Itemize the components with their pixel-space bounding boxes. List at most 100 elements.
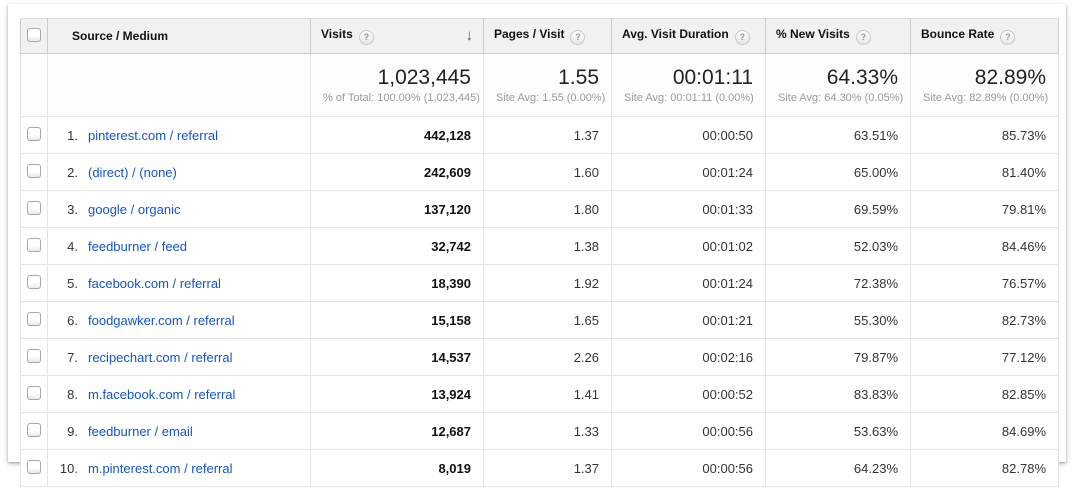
row-checkbox[interactable] [27, 422, 41, 437]
pct-new-visits-cell: 55.30% [765, 301, 911, 339]
row-checkbox-cell[interactable] [20, 153, 48, 191]
row-checkbox-cell[interactable] [20, 449, 48, 487]
col-header-avg-visit-duration[interactable]: Avg. Visit Duration? [611, 18, 766, 54]
help-icon[interactable]: ? [570, 30, 586, 45]
row-rank: 7. [67, 349, 78, 365]
row-checkbox[interactable] [27, 348, 41, 363]
row-rank: 4. [67, 238, 78, 254]
pct-new-visits-cell: 64.23% [765, 449, 911, 487]
table-row: 8. m.facebook.com / referral 13,924 1.41 … [20, 375, 1059, 413]
bounce-rate-cell: 82.78% [910, 449, 1059, 487]
row-checkbox[interactable] [27, 200, 41, 215]
summary-duration-subtext: Site Avg: 00:01:11 (0.00%) [624, 92, 754, 104]
bounce-rate-cell: 82.73% [910, 301, 1059, 339]
row-checkbox-cell[interactable] [20, 301, 48, 339]
pct-new-visits-cell: 63.51% [765, 116, 911, 154]
summary-pages-value: 1.55 [558, 66, 599, 89]
table-row: 4. feedburner / feed 32,742 1.38 00:01:02… [20, 227, 1059, 265]
row-checkbox-cell[interactable] [20, 412, 48, 450]
row-rank: 5. [67, 275, 78, 291]
pages-per-visit-cell: 1.80 [483, 190, 612, 228]
row-checkbox-cell[interactable] [20, 116, 48, 154]
source-medium-link[interactable]: feedburner / feed [88, 238, 188, 254]
pages-per-visit-cell: 2.26 [483, 338, 612, 376]
row-checkbox[interactable] [27, 163, 41, 178]
row-checkbox[interactable] [27, 274, 41, 289]
table-row: 9. feedburner / email 12,687 1.33 00:00:5… [20, 412, 1059, 450]
row-checkbox[interactable] [27, 459, 41, 474]
pct-new-visits-cell: 65.00% [765, 153, 911, 191]
visits-cell: 137,120 [310, 190, 484, 228]
select-all-cell[interactable] [20, 18, 48, 54]
source-medium-link[interactable]: foodgawker.com / referral [88, 312, 235, 328]
source-medium-link[interactable]: facebook.com / referral [88, 275, 221, 291]
row-checkbox[interactable] [27, 385, 41, 400]
col-header-visits[interactable]: Visits? ↓ [310, 18, 484, 54]
source-medium-cell: 7. recipechart.com / referral [47, 338, 311, 376]
summary-visits-subtext: % of Total: 100.00% (1,023,445) [323, 92, 480, 104]
summary-bounce-cell: 82.89% Site Avg: 82.89% (0.00%) [910, 53, 1059, 117]
visits-cell: 8,019 [310, 449, 484, 487]
pages-per-visit-cell: 1.60 [483, 153, 612, 191]
pct-new-visits-cell: 83.83% [765, 375, 911, 413]
avg-visit-duration-cell: 00:01:21 [611, 301, 766, 339]
bounce-rate-cell: 77.12% [910, 338, 1059, 376]
col-header-pct-new-visits[interactable]: % New Visits? [765, 18, 911, 54]
summary-new-visits-subtext: Site Avg: 64.30% (0.05%) [778, 92, 904, 104]
row-rank: 9. [67, 423, 78, 439]
source-medium-cell: 8. m.facebook.com / referral [47, 375, 311, 413]
source-medium-cell: 9. feedburner / email [47, 412, 311, 450]
row-checkbox-cell[interactable] [20, 227, 48, 265]
source-medium-cell: 5. facebook.com / referral [47, 264, 311, 302]
table-row: 5. facebook.com / referral 18,390 1.92 00… [20, 264, 1059, 302]
summary-bounce-value: 82.89% [974, 66, 1046, 89]
source-medium-link[interactable]: google / organic [88, 201, 181, 217]
row-rank: 2. [67, 164, 78, 180]
pct-new-visits-cell: 69.59% [765, 190, 911, 228]
avg-visit-duration-cell: 00:00:56 [611, 412, 766, 450]
col-header-pages-per-visit[interactable]: Pages / Visit? [483, 18, 612, 54]
source-medium-link[interactable]: m.facebook.com / referral [88, 386, 236, 402]
row-checkbox[interactable] [27, 126, 41, 141]
col-label-avg-visit-duration: Avg. Visit Duration [622, 27, 729, 41]
source-medium-link[interactable]: pinterest.com / referral [88, 127, 219, 143]
source-medium-cell: 3. google / organic [47, 190, 311, 228]
select-all-checkbox[interactable] [27, 27, 41, 42]
table-row: 10. m.pinterest.com / referral 8,019 1.37… [20, 449, 1059, 487]
row-checkbox[interactable] [27, 237, 41, 252]
help-icon[interactable]: ? [1000, 30, 1016, 45]
summary-empty-cell [20, 53, 48, 117]
bounce-rate-cell: 84.46% [910, 227, 1059, 265]
row-checkbox-cell[interactable] [20, 190, 48, 228]
row-rank: 10. [59, 460, 78, 476]
source-medium-link[interactable]: recipechart.com / referral [88, 349, 233, 365]
source-medium-link[interactable]: feedburner / email [88, 423, 193, 439]
source-medium-link[interactable]: m.pinterest.com / referral [88, 460, 233, 476]
row-checkbox[interactable] [27, 311, 41, 326]
summary-visits-cell: 1,023,445 % of Total: 100.00% (1,023,445… [310, 53, 484, 117]
pct-new-visits-cell: 79.87% [765, 338, 911, 376]
row-rank: 3. [67, 201, 78, 217]
pages-per-visit-cell: 1.38 [483, 227, 612, 265]
bounce-rate-cell: 76.57% [910, 264, 1059, 302]
row-checkbox-cell[interactable] [20, 338, 48, 376]
summary-visits-value: 1,023,445 [377, 66, 471, 89]
help-icon[interactable]: ? [734, 30, 750, 45]
table-row: 6. foodgawker.com / referral 15,158 1.65 … [20, 301, 1059, 339]
source-medium-cell: 6. foodgawker.com / referral [47, 301, 311, 339]
col-header-bounce-rate[interactable]: Bounce Rate? [910, 18, 1059, 54]
source-medium-link[interactable]: (direct) / (none) [88, 164, 177, 180]
help-icon[interactable]: ? [358, 30, 374, 45]
row-checkbox-cell[interactable] [20, 375, 48, 413]
avg-visit-duration-cell: 00:01:24 [611, 153, 766, 191]
source-medium-cell: 1. pinterest.com / referral [47, 116, 311, 154]
pct-new-visits-cell: 72.38% [765, 264, 911, 302]
col-header-source-medium[interactable]: Source / Medium [47, 18, 311, 54]
summary-new-visits-value: 64.33% [826, 66, 898, 89]
row-checkbox-cell[interactable] [20, 264, 48, 302]
bounce-rate-cell: 84.69% [910, 412, 1059, 450]
table-row: 2. (direct) / (none) 242,609 1.60 00:01:2… [20, 153, 1059, 191]
help-icon[interactable]: ? [855, 30, 871, 45]
col-label-bounce-rate: Bounce Rate [921, 27, 995, 41]
